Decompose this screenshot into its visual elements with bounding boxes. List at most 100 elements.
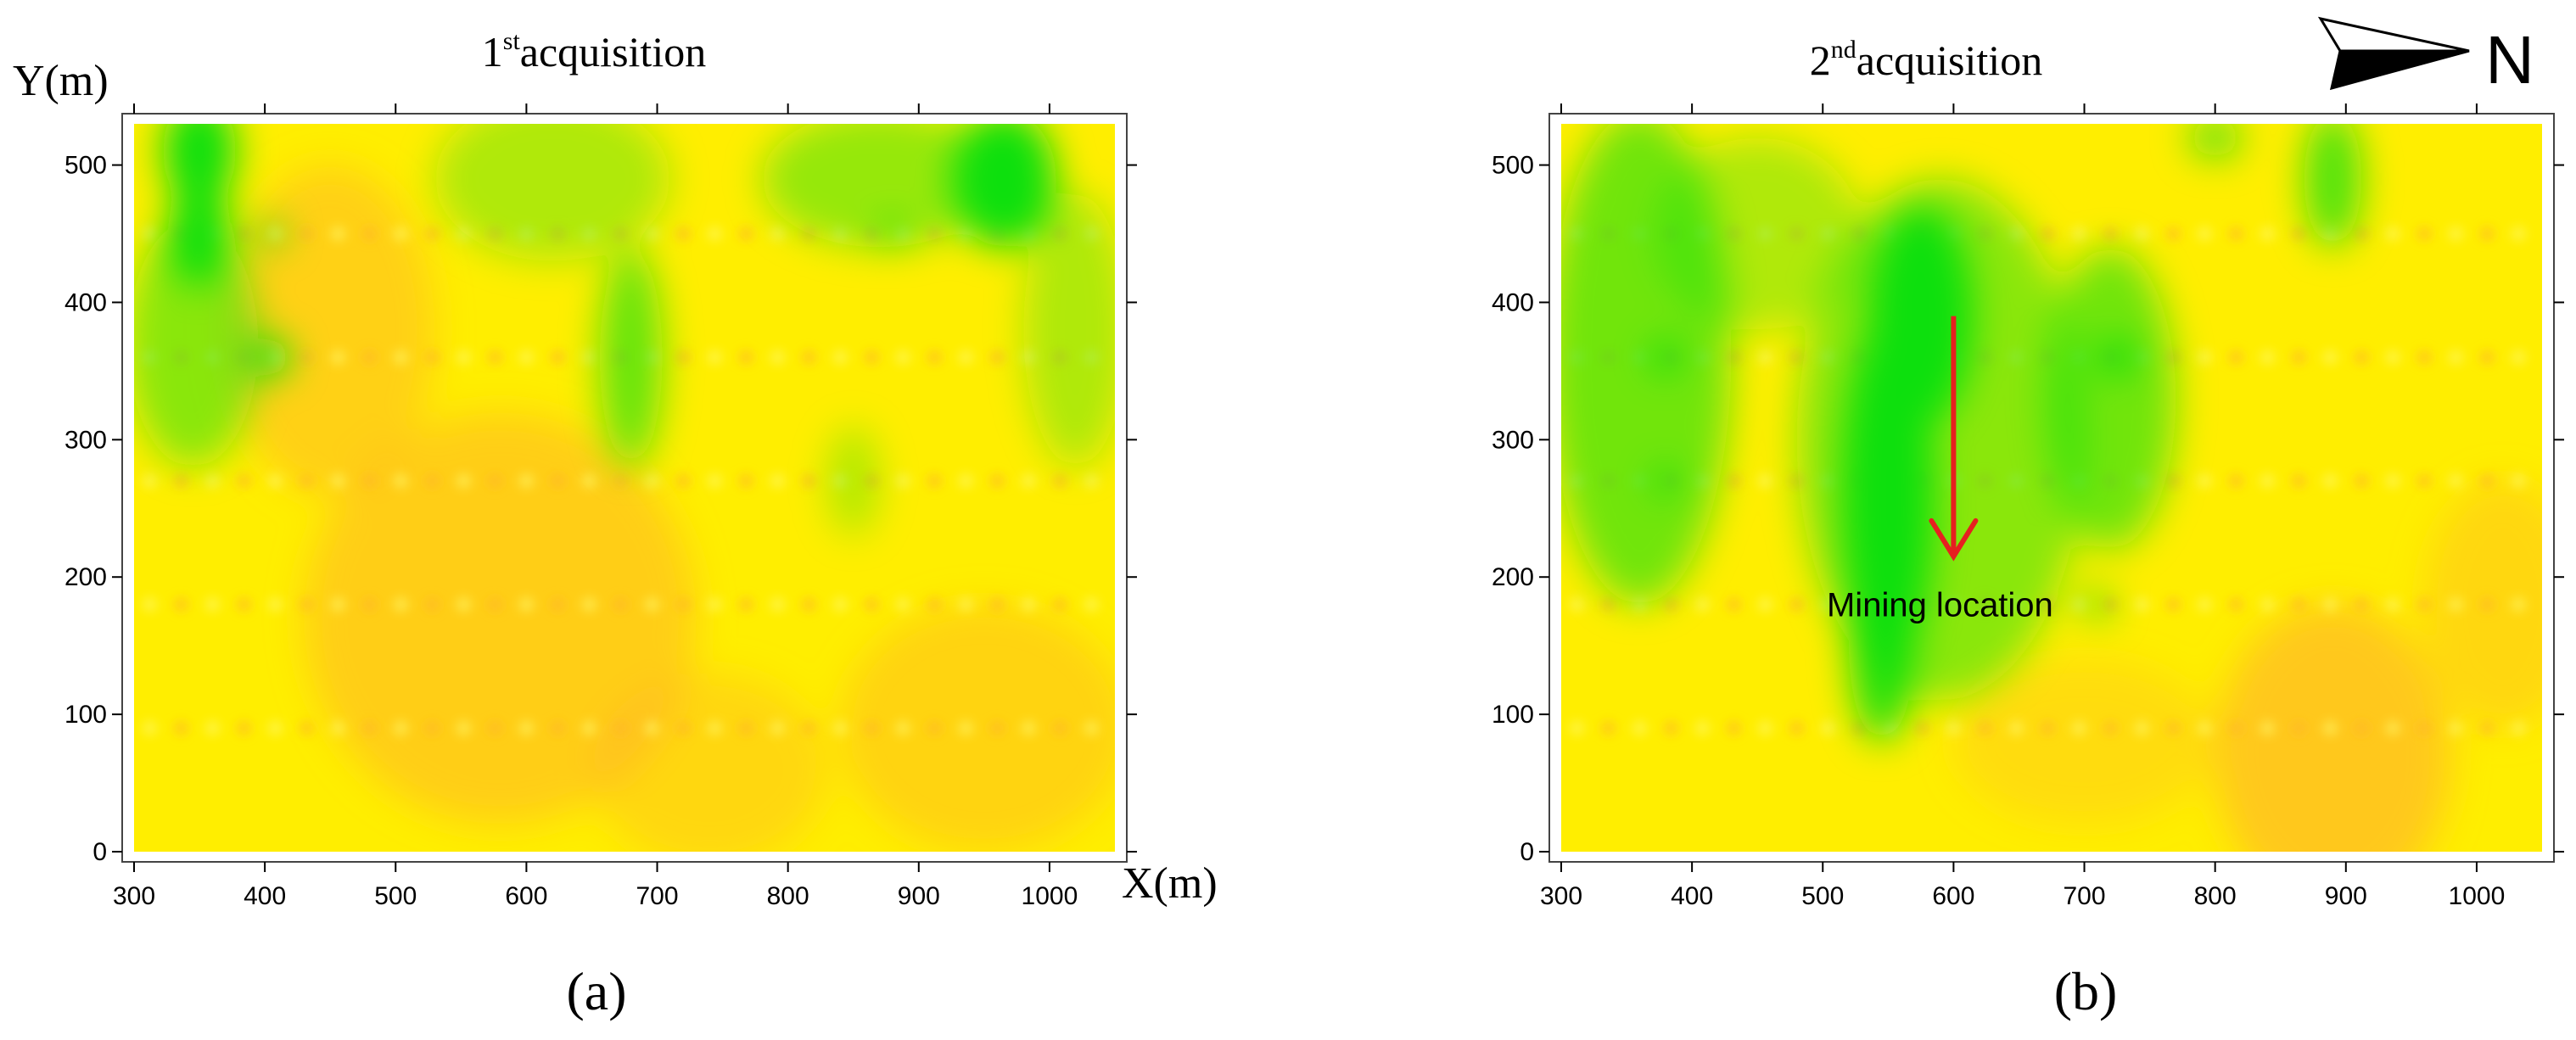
green-anomaly xyxy=(134,220,259,467)
profile-point xyxy=(2354,720,2370,736)
profile-point xyxy=(1726,596,1742,612)
profile-point xyxy=(581,349,597,366)
heatmap-plot-area xyxy=(134,124,1115,852)
profile-point xyxy=(267,720,283,736)
profile-point xyxy=(2416,720,2433,736)
profile-point xyxy=(204,596,221,612)
profile-point xyxy=(1757,596,1773,612)
profile-point xyxy=(1820,720,1836,736)
profile-point xyxy=(361,349,378,366)
panel-a: 1stacquisition Y(m) X(m) (a) 300 400 500 60… xyxy=(13,27,1218,1021)
profile-point xyxy=(2511,226,2527,242)
profile-point xyxy=(613,720,629,736)
x-tick-label: 700 xyxy=(636,882,679,910)
profile-point xyxy=(2291,596,2307,612)
profile-point xyxy=(487,349,503,366)
profile-point xyxy=(895,720,911,736)
profile-point xyxy=(1694,596,1711,612)
profile-point xyxy=(958,349,974,366)
profile-point xyxy=(675,226,692,242)
y-tick-label: 400 xyxy=(1492,288,1534,316)
y-tick-label: 100 xyxy=(1492,701,1534,729)
profile-point xyxy=(1021,472,1037,489)
profile-point xyxy=(361,472,378,489)
green-anomaly xyxy=(1652,137,1862,330)
profile-point xyxy=(2228,226,2244,242)
profile-point xyxy=(487,472,503,489)
profile-point xyxy=(424,226,440,242)
green-anomaly xyxy=(1023,192,1115,467)
x-tick-label: 600 xyxy=(505,882,547,910)
profile-point xyxy=(2228,472,2244,489)
profile-point xyxy=(2416,596,2433,612)
profile-point xyxy=(2385,596,2401,612)
profile-point xyxy=(2448,720,2464,736)
profile-point xyxy=(644,226,660,242)
profile-point xyxy=(393,720,409,736)
green-anomaly xyxy=(1652,467,1679,495)
profile-point xyxy=(613,472,629,489)
profile-point xyxy=(738,472,754,489)
profile-point xyxy=(2385,472,2401,489)
profile-point xyxy=(707,472,723,489)
profile-point xyxy=(173,472,189,489)
plot-frame xyxy=(121,113,1128,863)
profile-point xyxy=(173,720,189,736)
profile-point xyxy=(550,720,566,736)
profile-point xyxy=(989,596,1005,612)
profile-point xyxy=(550,349,566,366)
profile-point xyxy=(2040,226,2056,242)
profile-point xyxy=(299,720,315,736)
profile-point xyxy=(832,596,848,612)
profile-point xyxy=(236,720,252,736)
profile-point xyxy=(424,720,440,736)
profile-point xyxy=(2291,349,2307,366)
profile-point xyxy=(644,472,660,489)
profile-point xyxy=(1977,720,1993,736)
x-tick-label: 900 xyxy=(2325,882,2367,910)
profile-point xyxy=(2165,472,2181,489)
profile-point xyxy=(299,596,315,612)
profile-point xyxy=(2008,720,2024,736)
green-anomaly xyxy=(2304,124,2362,248)
profile-point xyxy=(2260,349,2276,366)
warm-anomaly xyxy=(591,673,827,852)
profile-point xyxy=(456,472,472,489)
profile-point xyxy=(2260,472,2276,489)
profile-point xyxy=(2511,472,2527,489)
profile-point xyxy=(1600,596,1616,612)
profile-point xyxy=(770,596,786,612)
profile-point xyxy=(330,349,346,366)
green-anomaly xyxy=(599,247,663,467)
profile-point xyxy=(236,472,252,489)
profile-point xyxy=(707,226,723,242)
x-tick-label: 500 xyxy=(374,882,417,910)
y-tick-label: 500 xyxy=(1492,152,1534,180)
panel-b: 2ndacquisition (b) 300 400 500 600 700 800 900… xyxy=(1492,36,2564,1021)
profile-point xyxy=(1084,720,1100,736)
profile-point xyxy=(2354,226,2370,242)
profile-point xyxy=(2134,226,2150,242)
profile-point xyxy=(2071,226,2087,242)
profile-point xyxy=(424,472,440,489)
profile-point xyxy=(2197,349,2213,366)
profile-point xyxy=(989,472,1005,489)
profile-point xyxy=(1632,720,1648,736)
profile-point xyxy=(142,720,158,736)
profile-point xyxy=(738,720,754,736)
profile-point xyxy=(958,472,974,489)
x-tick-label: 300 xyxy=(1540,882,1582,910)
profile-point xyxy=(267,596,283,612)
profile-point xyxy=(1789,349,1805,366)
y-tick-label: 200 xyxy=(64,563,107,591)
green-anomaly xyxy=(2098,338,2136,377)
profile-point xyxy=(927,472,943,489)
profile-point xyxy=(1569,720,1585,736)
x-tick-label: 800 xyxy=(767,882,809,910)
profile-point xyxy=(1914,720,1930,736)
profile-point xyxy=(2103,226,2119,242)
profile-point xyxy=(487,720,503,736)
x-tick-label: 900 xyxy=(898,882,940,910)
profile-point xyxy=(927,349,943,366)
north-arrow-lower-half xyxy=(2329,49,2470,91)
